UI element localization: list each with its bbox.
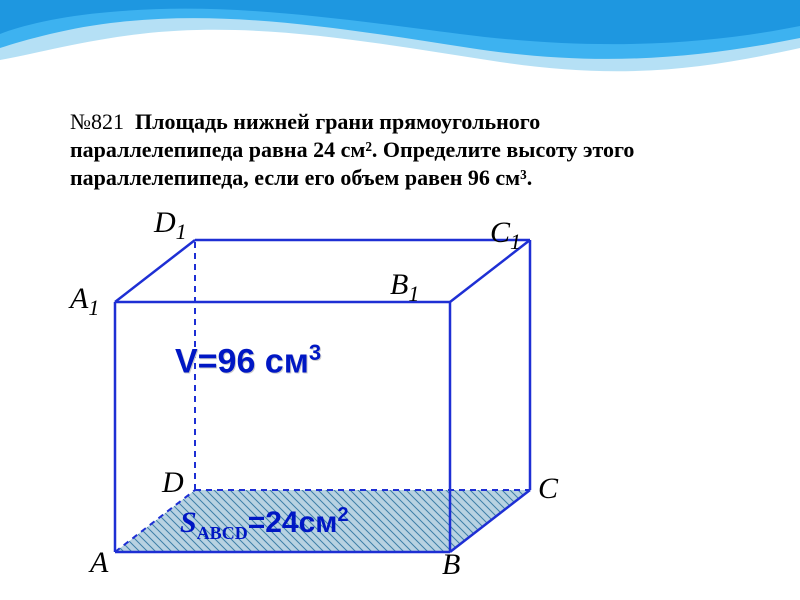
- vertex-B: B: [442, 548, 460, 582]
- volume-formula: V=96 см3: [175, 340, 321, 381]
- problem-line-2: параллелепипеда равна 24 см². Определите…: [70, 137, 634, 162]
- parallelepiped-diagram: A B C D A1 B1 C1 D1 V=96 см3 SABCD=24см2: [60, 200, 580, 580]
- problem-line-1: Площадь нижней грани прямоугольного: [135, 109, 540, 134]
- problem-number: №821: [70, 109, 124, 134]
- edge-D1A1: [115, 240, 195, 302]
- vertex-B1: B1: [390, 268, 419, 307]
- header-wave: [0, 0, 800, 100]
- vertex-A: A: [90, 546, 108, 580]
- problem-line-3: параллелепипеда, если его объем равен 96…: [70, 165, 532, 190]
- vertex-A1: A1: [70, 282, 99, 321]
- vertex-C: C: [538, 472, 558, 506]
- problem-statement: №821 Площадь нижней грани прямоугольного…: [70, 108, 730, 192]
- vertex-C1: C1: [490, 216, 521, 255]
- vertex-D: D: [162, 466, 184, 500]
- vertex-D1: D1: [154, 206, 187, 245]
- area-formula: SABCD=24см2: [180, 504, 349, 544]
